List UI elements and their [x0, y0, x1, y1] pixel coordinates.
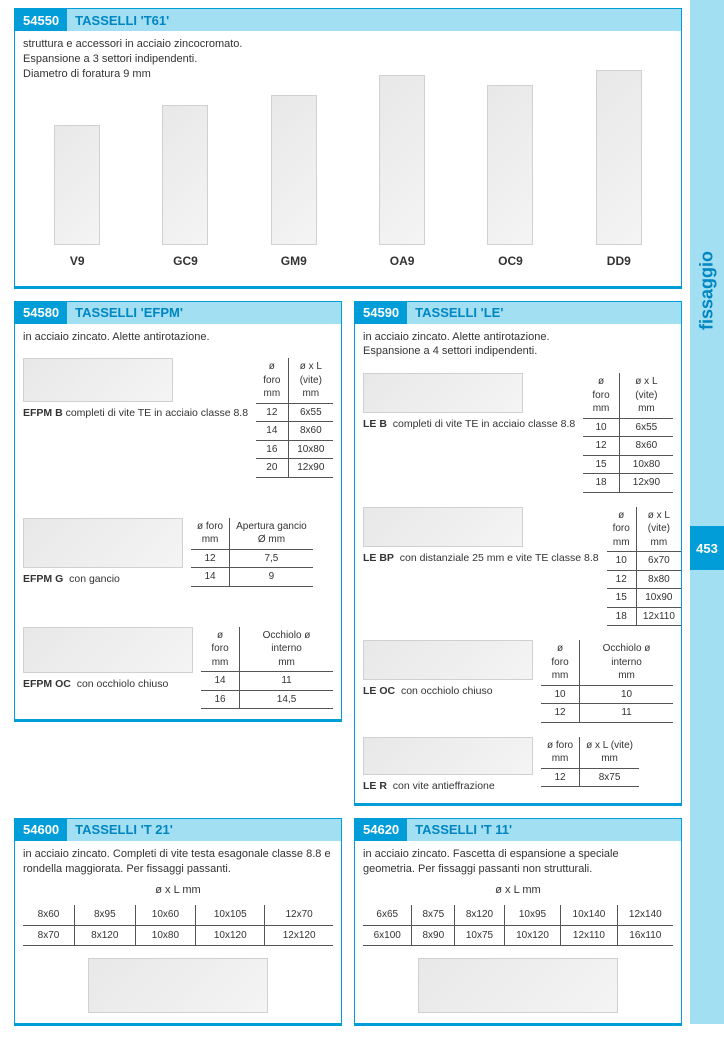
- side-tab: fissaggio: [690, 0, 724, 1024]
- desc-line: struttura e accessori in acciaio zincocr…: [23, 37, 673, 52]
- spec-table: ø forommOcchiolo ø internomm 1010 1211: [541, 640, 673, 723]
- section-title: TASSELLI 'EFPM': [67, 302, 341, 324]
- size-grid: 8x608x9510x6010x10512x70 8x708x12010x801…: [23, 905, 333, 946]
- product-image: [271, 95, 317, 245]
- variant-label: OC9: [498, 253, 523, 269]
- variant-block: EFPM G con gancio ø forommApertura ganci…: [23, 518, 333, 587]
- product-image: [23, 358, 173, 402]
- product-image: [23, 627, 193, 673]
- variant-caption: LE B completi di vite TE in acciaio clas…: [363, 417, 575, 431]
- code-badge: 54550: [15, 9, 67, 31]
- spec-table: ø forommApertura gancioØ mm 127,5 149: [191, 518, 313, 587]
- code-badge: 54620: [355, 819, 407, 841]
- variant-caption: EFPM OC con occhiolo chiuso: [23, 677, 193, 691]
- section-title: TASSELLI 'T 11': [407, 819, 681, 841]
- section-title: TASSELLI 'T61': [67, 9, 681, 31]
- product-image: [54, 125, 100, 245]
- code-badge: 54580: [15, 302, 67, 324]
- section-le: 54590 TASSELLI 'LE' in acciaio zincato. …: [354, 301, 682, 806]
- spec-table: ø forommø x L (vite)mm 106x55 128x60 151…: [583, 373, 673, 493]
- section-t11: 54620 TASSELLI 'T 11' in acciaio zincato…: [354, 818, 682, 1027]
- product-image: [363, 640, 533, 680]
- variant-label: DD9: [607, 253, 631, 269]
- section-efpm: 54580 TASSELLI 'EFPM' in acciaio zincato…: [14, 301, 342, 723]
- variant-block: LE B completi di vite TE in acciaio clas…: [363, 373, 673, 493]
- size-grid-header: ø x L mm: [23, 883, 333, 898]
- page-number-badge: 453: [690, 526, 724, 570]
- variant-block: LE BP con distanziale 25 mm e vite TE cl…: [363, 507, 673, 627]
- variant-block: LE OC con occhiolo chiuso ø forommOcchio…: [363, 640, 673, 723]
- product-image: [23, 518, 183, 568]
- spec-table: ø forommOcchiolo ø internomm 1411 1614,5: [201, 627, 333, 710]
- variant-row: V9 GC9 GM9 OA9 OC9 DD9: [23, 90, 673, 270]
- variant-label: OA9: [390, 253, 415, 269]
- spec-table: ø forommø x L (vite)mm 126x55 148x60 161…: [256, 358, 333, 478]
- side-category: fissaggio: [697, 251, 718, 330]
- desc-line: Espansione a 4 settori indipendenti.: [363, 344, 673, 359]
- section-title: TASSELLI 'T 21': [67, 819, 341, 841]
- product-image: [88, 958, 268, 1013]
- size-grid: 6x658x758x12010x9510x14012x140 6x1008x90…: [363, 905, 673, 946]
- desc-line: in acciaio zincato. Alette antirotazione…: [23, 330, 333, 345]
- code-badge: 54590: [355, 302, 407, 324]
- code-badge: 54600: [15, 819, 67, 841]
- product-image: [487, 85, 533, 245]
- desc-line: in acciaio zincato. Alette antirotazione…: [363, 330, 673, 345]
- product-image: [418, 958, 618, 1013]
- size-grid-header: ø x L mm: [363, 883, 673, 898]
- spec-table: ø forommø x L (vite)mm 106x70 128x80 151…: [607, 507, 681, 627]
- product-image: [363, 737, 533, 775]
- section-t21: 54600 TASSELLI 'T 21' in acciaio zincato…: [14, 818, 342, 1027]
- variant-caption: EFPM B completi di vite TE in acciaio cl…: [23, 406, 248, 420]
- product-image: [162, 105, 208, 245]
- product-image: [596, 70, 642, 245]
- variant-block: EFPM B completi di vite TE in acciaio cl…: [23, 358, 333, 478]
- variant-label: GM9: [281, 253, 307, 269]
- variant-caption: LE OC con occhiolo chiuso: [363, 684, 533, 698]
- desc-line: in acciaio zincato. Completi di vite tes…: [23, 847, 333, 877]
- product-image: [379, 75, 425, 245]
- variant-caption: LE BP con distanziale 25 mm e vite TE cl…: [363, 551, 599, 565]
- variant-caption: EFPM G con gancio: [23, 572, 183, 586]
- desc-line: Espansione a 3 settori indipendenti.: [23, 52, 673, 67]
- variant-caption: LE R con vite antieffrazione: [363, 779, 533, 793]
- product-image: [363, 373, 523, 413]
- variant-block: EFPM OC con occhiolo chiuso ø forommOcch…: [23, 627, 333, 710]
- variant-label: V9: [70, 253, 85, 269]
- desc-line: in acciaio zincato. Fascetta di espansio…: [363, 847, 673, 877]
- product-image: [363, 507, 523, 547]
- variant-block: LE R con vite antieffrazione ø forommø x…: [363, 737, 673, 793]
- section-t61: 54550 TASSELLI 'T61' struttura e accesso…: [14, 8, 682, 289]
- variant-label: GC9: [173, 253, 198, 269]
- spec-table: ø forommø x L (vite)mm 128x75: [541, 737, 639, 788]
- desc-line: Diametro di foratura 9 mm: [23, 67, 673, 82]
- section-title: TASSELLI 'LE': [407, 302, 681, 324]
